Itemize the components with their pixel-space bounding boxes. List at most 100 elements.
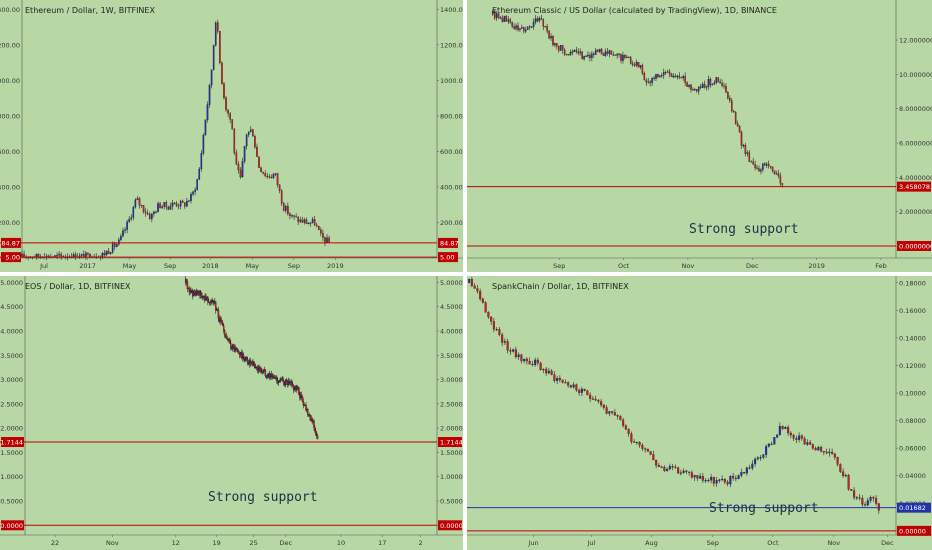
candle-body — [602, 53, 605, 56]
y-tick-label: 10.00000000 — [899, 71, 932, 79]
chart-panel-spankchain[interactable]: 0.18000 0.16000 0.14000 0.12000 0.10000 0.080… — [467, 276, 932, 550]
chart-panel-eth[interactable]: 1400.00 1400.00 1200.00 1200.00 1000.00 1000.… — [0, 0, 463, 272]
candle-body — [616, 53, 618, 56]
y-tick-label: 1000.00 — [440, 77, 463, 85]
candle-body — [185, 278, 188, 283]
candle-body — [567, 54, 570, 56]
candle-body — [542, 19, 545, 27]
candle-body — [743, 472, 746, 474]
candle-body — [777, 173, 780, 177]
candle-body — [726, 481, 729, 485]
candle-body — [470, 279, 473, 287]
candle-body — [641, 65, 644, 74]
candle-body — [762, 163, 764, 170]
candle-body — [322, 233, 324, 238]
candle-body — [567, 382, 570, 386]
candle-body — [554, 43, 556, 46]
candle-body — [798, 435, 801, 440]
candle-body — [293, 215, 295, 217]
candle-body — [113, 243, 116, 248]
price-label: 5.00 — [440, 254, 454, 262]
x-tick-label: Nov — [827, 539, 840, 547]
candle-body — [704, 480, 707, 482]
candle-body — [637, 61, 640, 68]
candle-body — [593, 53, 595, 55]
candle-body — [111, 243, 114, 253]
candle-body — [644, 448, 647, 450]
candle-body — [635, 61, 638, 66]
price-label-box-left — [1, 237, 21, 248]
candle-body — [651, 77, 653, 84]
candle-body — [493, 10, 496, 19]
candle-body — [315, 430, 317, 435]
candle-body — [585, 55, 587, 57]
candle-body — [202, 134, 205, 154]
y-tick-label: 3.5000 — [440, 352, 463, 360]
candle-body — [877, 503, 880, 511]
x-tick-label: Dec — [881, 539, 894, 547]
chart-svg: 5.0000 5.0000 4.5000 4.5000 4.0000 4.0000 3.50… — [0, 276, 463, 547]
candle-body — [745, 467, 748, 474]
candle-body — [614, 54, 616, 56]
candle-body — [54, 255, 56, 257]
candle-body — [309, 222, 312, 224]
candle-body — [245, 356, 248, 360]
candle-body — [649, 451, 652, 455]
candle-body — [224, 334, 227, 337]
candle-body — [222, 325, 225, 331]
candle-body — [657, 465, 660, 468]
candle-body — [682, 75, 684, 79]
candle-body — [628, 56, 630, 58]
candle-body — [723, 478, 726, 483]
candle-body — [232, 344, 235, 347]
candle-body — [602, 404, 605, 408]
y-tick-label: 3.0000 — [440, 376, 463, 384]
candle-body — [844, 475, 847, 477]
candle-body — [511, 22, 513, 27]
candle-body — [864, 504, 867, 506]
candle-body — [558, 378, 561, 381]
candle-body — [222, 323, 224, 326]
candle-body — [237, 164, 240, 171]
candle-body — [641, 445, 644, 449]
candle-body — [744, 144, 747, 154]
candle-body — [492, 321, 495, 330]
candle-body — [175, 203, 178, 206]
candle-body — [806, 442, 809, 445]
x-tick-label: Feb — [875, 262, 887, 270]
candle-body — [315, 434, 318, 436]
candle-body — [200, 153, 203, 170]
candle-body — [270, 177, 273, 179]
candle-body — [21, 253, 23, 258]
candle-body — [132, 206, 135, 218]
candle-body — [239, 169, 242, 178]
y-tick-label-left: 3.0000 — [0, 376, 23, 384]
candle-body — [692, 89, 694, 91]
candle-body — [305, 219, 308, 224]
chart-panel-eos[interactable]: 5.0000 5.0000 4.5000 4.5000 4.0000 4.0000 3.50… — [0, 276, 463, 550]
candle-body — [225, 97, 227, 110]
candle-body — [301, 396, 304, 402]
candle-body — [491, 10, 494, 15]
y-tick-label: 0.04000 — [899, 472, 926, 480]
y-tick-label-left: 4.0000 — [0, 328, 23, 336]
candle-body — [611, 411, 614, 413]
candle-body — [581, 51, 583, 60]
candle-body — [583, 56, 585, 60]
y-tick-label-left: 4.5000 — [0, 303, 23, 311]
candle-body — [564, 382, 567, 384]
candle-body — [629, 57, 632, 64]
candle-body — [484, 302, 487, 313]
candle-body — [163, 202, 166, 207]
price-label-left: 0.0000 — [0, 522, 23, 530]
candle-body — [468, 279, 471, 283]
candle-body — [696, 475, 699, 479]
candle-body — [179, 200, 182, 207]
price-label: 0.01682 — [899, 504, 926, 512]
chart-panel-etc[interactable]: 12.00000000 10.00000000 8.00000000 6.000000… — [467, 0, 932, 272]
candle-body — [271, 374, 274, 377]
y-tick-label-left: 3.5000 — [0, 352, 23, 360]
candle-body — [677, 467, 680, 474]
candle-body — [122, 230, 124, 237]
candle-body — [559, 45, 562, 51]
